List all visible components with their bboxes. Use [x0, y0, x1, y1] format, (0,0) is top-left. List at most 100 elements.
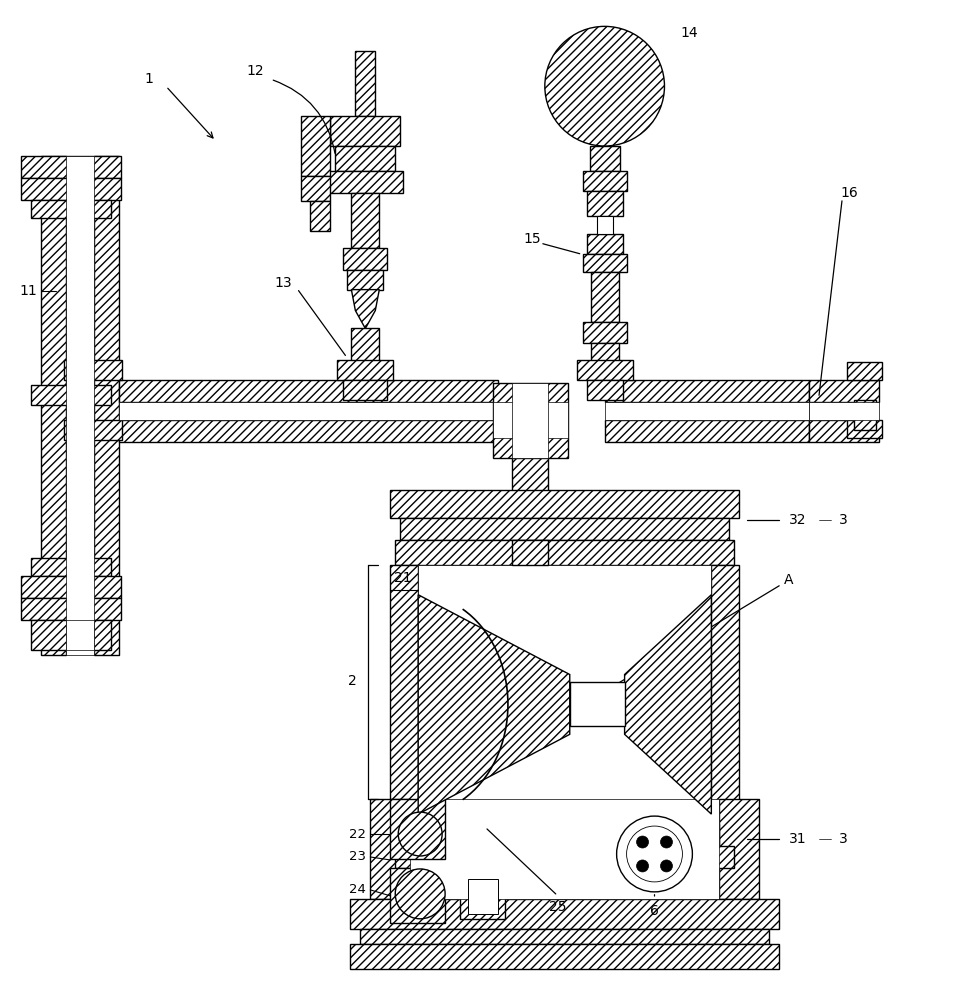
Circle shape [545, 26, 664, 146]
Bar [570, 682, 624, 726]
Bar [847, 420, 882, 438]
Circle shape [617, 816, 692, 892]
Bar [590, 343, 619, 380]
Text: 13: 13 [275, 276, 292, 290]
Circle shape [637, 860, 649, 872]
Bar [400, 518, 729, 540]
Bar [355, 51, 376, 116]
Bar [410, 799, 719, 899]
Bar [583, 322, 626, 343]
Text: 23: 23 [349, 850, 366, 863]
Text: 31: 31 [789, 832, 806, 846]
Bar [351, 193, 379, 248]
Bar [512, 515, 548, 545]
Text: 25: 25 [549, 900, 566, 914]
Circle shape [626, 826, 682, 882]
Bar [508, 497, 552, 515]
Text: 1: 1 [144, 72, 153, 86]
Bar [390, 490, 740, 518]
Bar [596, 216, 613, 234]
Bar [711, 565, 740, 844]
Bar [605, 420, 809, 442]
Bar [809, 402, 879, 420]
Bar [371, 799, 410, 899]
Bar [348, 270, 383, 290]
Bar [64, 420, 122, 440]
Bar [31, 558, 111, 576]
Polygon shape [624, 595, 711, 814]
Bar [42, 156, 66, 655]
Bar [390, 565, 418, 844]
Bar [512, 457, 548, 497]
Bar [344, 248, 387, 270]
Bar [854, 410, 876, 430]
Bar [512, 383, 548, 458]
Bar [360, 929, 770, 944]
Bar [809, 420, 879, 442]
Bar [590, 272, 619, 322]
Bar [390, 868, 445, 923]
Bar [21, 156, 121, 178]
Bar [31, 620, 111, 650]
Bar [300, 176, 330, 201]
Bar [336, 146, 395, 171]
Bar [395, 540, 735, 565]
Bar [119, 380, 498, 402]
Circle shape [398, 812, 442, 856]
Text: A: A [603, 573, 794, 692]
Text: 21: 21 [394, 571, 412, 585]
Bar [587, 234, 622, 254]
Text: 6: 6 [650, 904, 659, 918]
Text: 11: 11 [19, 284, 37, 298]
Text: 22: 22 [349, 828, 366, 841]
Circle shape [660, 860, 673, 872]
Text: 2: 2 [348, 674, 357, 688]
Bar [583, 171, 626, 191]
Bar [395, 846, 735, 868]
Bar [300, 116, 330, 176]
Bar [809, 380, 879, 402]
Bar [119, 420, 498, 442]
Bar [350, 944, 779, 969]
Bar [512, 540, 548, 565]
Bar [410, 824, 719, 846]
Text: 12: 12 [247, 64, 264, 78]
Text: 32: 32 [789, 513, 806, 527]
Bar [719, 799, 759, 899]
Bar [469, 879, 498, 914]
Bar [460, 874, 505, 919]
Polygon shape [351, 290, 379, 328]
Bar [21, 576, 121, 598]
Text: 3: 3 [839, 513, 848, 527]
Polygon shape [418, 595, 570, 814]
Bar [590, 146, 620, 171]
Bar [587, 380, 622, 400]
Bar [119, 402, 498, 420]
Bar [66, 620, 94, 650]
Text: 3: 3 [839, 832, 848, 846]
Bar [854, 400, 876, 422]
Circle shape [637, 836, 649, 848]
Text: 24: 24 [349, 883, 366, 896]
Bar [31, 200, 111, 218]
Text: 15: 15 [523, 232, 541, 246]
Bar [577, 360, 632, 380]
Bar [587, 191, 622, 216]
Bar [64, 360, 122, 380]
Bar [66, 156, 94, 655]
Bar [31, 385, 111, 405]
Bar [21, 178, 121, 200]
Circle shape [660, 836, 673, 848]
Text: 16: 16 [840, 186, 858, 200]
Bar [330, 116, 400, 146]
Bar [94, 156, 119, 655]
Bar [338, 360, 393, 380]
Bar [493, 402, 568, 438]
Bar [350, 899, 779, 929]
Bar [351, 328, 379, 380]
Bar [344, 380, 387, 400]
Bar [605, 402, 809, 420]
Bar [418, 565, 711, 844]
Bar [583, 254, 626, 272]
Circle shape [395, 869, 445, 919]
